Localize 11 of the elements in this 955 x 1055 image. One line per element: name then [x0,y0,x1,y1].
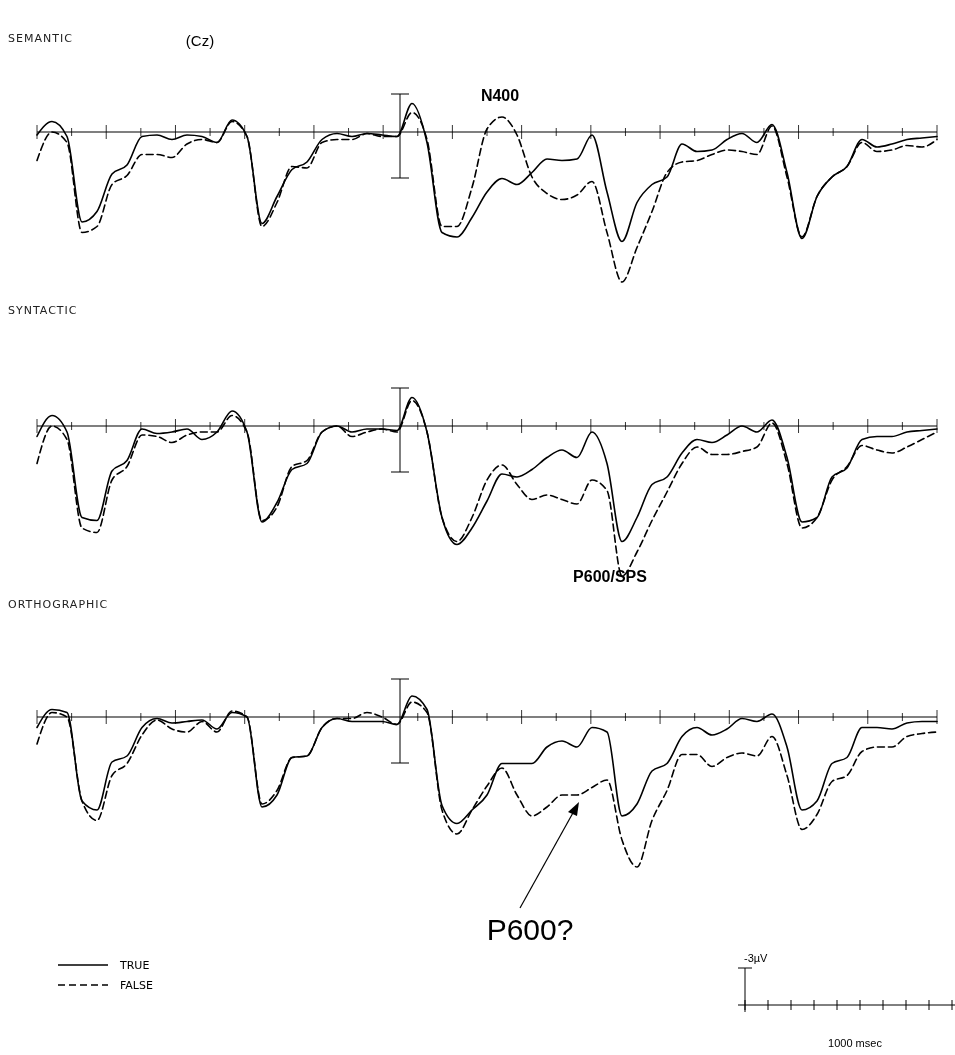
chart-title: SEMANTIC [8,32,73,45]
text: 1000 msec [828,1037,883,1049]
chart-title: ORTHOGRAPHIC [8,598,109,611]
legend-label: TRUE [119,959,150,972]
annotation: P600/SPS [573,568,648,585]
legend-label: FALSE [120,979,153,992]
text: (Cz) [185,32,215,49]
text: -3µV [744,952,769,964]
annotation: N400 [480,87,520,104]
text: P600? [486,913,574,946]
chart-title: SYNTACTIC [8,304,78,317]
